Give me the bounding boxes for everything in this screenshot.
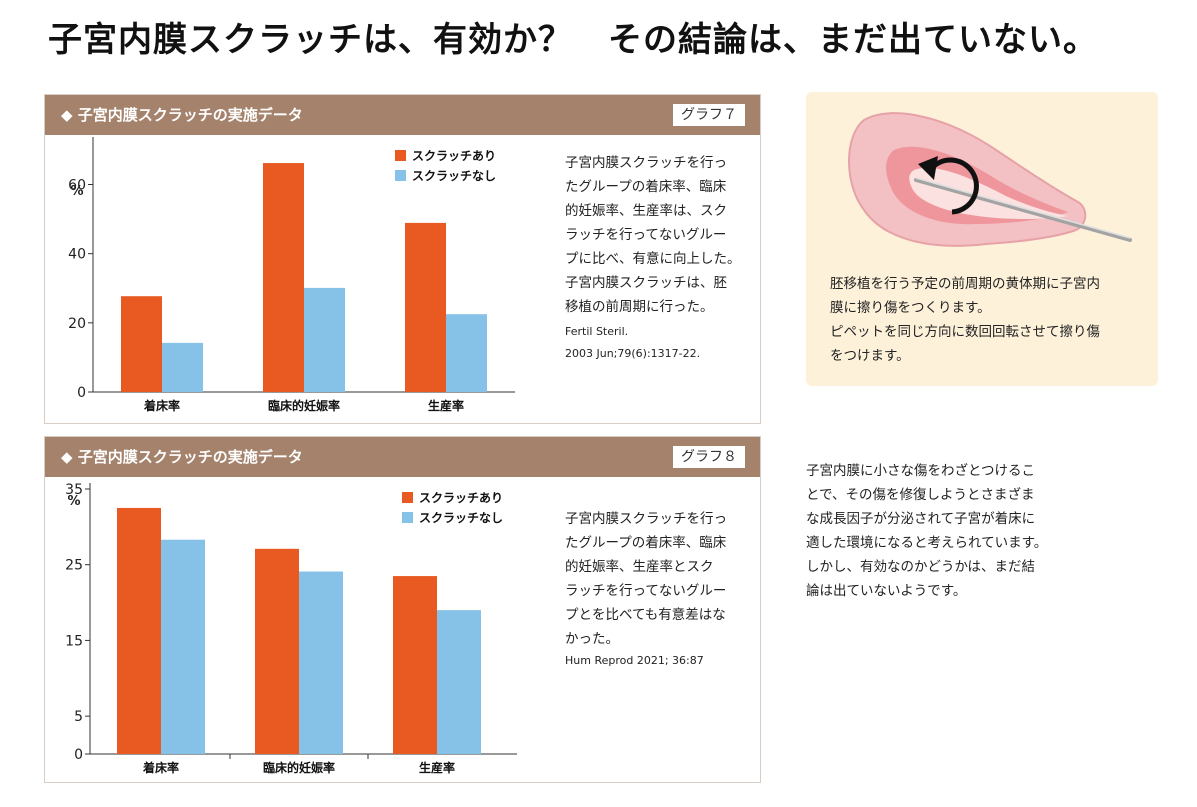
caption-line: 胚移植を行う予定の前周期の黄体期に子宮内 xyxy=(830,276,1100,292)
chart-panel-graph7: 0 20 40 60% 着床率 臨床的妊娠率 生産率 スクラッチあり スクラッチなし ◆ 子宮内… xyxy=(44,94,761,424)
bar-without-scratch xyxy=(446,314,487,392)
description-line: プとを比べても有意差はな xyxy=(565,607,726,623)
citation-line: Hum Reprod 2021; 36:87 xyxy=(565,654,704,667)
description-line: プに比べ、有意に向上した。 xyxy=(565,251,741,267)
chart-panel-graph8: 0 5 15 25 35% 着床率 臨床的妊娠率 生産率 スクラッチあり スクラッチなし ◆ 子宮… xyxy=(44,436,761,783)
legend-label: スクラッチなし xyxy=(412,169,496,183)
description-line: 移植の前周期に行った。 xyxy=(565,299,714,315)
side-note: 子宮内膜に小さな傷をわざとつけるこ とで、その傷を修復しようとさまざま な成長因… xyxy=(806,459,1076,603)
x-category-label: 臨床的妊娠率 xyxy=(268,398,340,413)
chart-description: 子宮内膜スクラッチを行っ たグループの着床率、臨床 的妊娠率、生産率は、スク ラ… xyxy=(565,151,750,319)
y-tick-label: 25 xyxy=(65,558,83,574)
side-note-line: 子宮内膜に小さな傷をわざとつけるこ xyxy=(806,463,1035,479)
chart-description: 子宮内膜スクラッチを行っ たグループの着床率、臨床 的妊娠率、生産率とスク ラッ… xyxy=(565,507,750,651)
y-tick-label: 0 xyxy=(77,385,86,401)
legend-label: スクラッチなし xyxy=(419,511,503,525)
legend-swatch xyxy=(402,492,413,503)
x-category-label: 臨床的妊娠率 xyxy=(263,760,335,775)
bar-without-scratch xyxy=(437,610,481,754)
side-note-line: な成長因子が分泌されて子宮が着床に xyxy=(806,511,1036,527)
bar-with-scratch xyxy=(405,222,446,392)
x-category-label: 生産率 xyxy=(419,760,455,775)
bar-without-scratch xyxy=(299,571,343,754)
x-category-label: 着床率 xyxy=(142,760,179,775)
graph-number-tag: グラフ７ xyxy=(673,104,745,126)
pipette-highlight xyxy=(915,177,1131,239)
y-tick-label: 60 xyxy=(68,178,86,194)
bar-with-scratch xyxy=(263,163,304,392)
citation: Fertil Steril. 2003 Jun;79(6):1317-22. xyxy=(565,323,700,363)
legend-swatch xyxy=(395,150,406,161)
legend-swatch xyxy=(402,512,413,523)
bar-with-scratch xyxy=(121,296,162,392)
description-line: 子宮内膜スクラッチを行っ xyxy=(565,511,727,527)
y-tick-label: 5 xyxy=(74,709,83,725)
citation-line: 2003 Jun;79(6):1317-22. xyxy=(565,347,701,360)
description-line: たグループの着床率、臨床 xyxy=(565,179,727,195)
citation-line: Fertil Steril. xyxy=(565,325,629,338)
side-note-line: 論は出ていないようです。 xyxy=(806,583,967,599)
x-category-label: 着床率 xyxy=(143,398,180,413)
y-tick-label: 20 xyxy=(68,316,86,332)
citation: Hum Reprod 2021; 36:87 xyxy=(565,652,704,670)
side-note-line: 適した環境になると考えられています。 xyxy=(806,535,1048,551)
caption-line: ピペットを同じ方向に数回回転させて擦り傷 xyxy=(830,324,1100,340)
description-line: 子宮内膜スクラッチを行っ xyxy=(565,155,727,171)
caption-line: をつけます。 xyxy=(830,348,910,364)
bar-with-scratch xyxy=(255,548,299,754)
y-tick-label: 0 xyxy=(74,747,83,763)
y-tick-label: 40 xyxy=(68,247,86,263)
y-tick-label: 15 xyxy=(65,633,83,649)
description-line: たグループの着床率、臨床 xyxy=(565,535,727,551)
description-line: 的妊娠率、生産率とスク xyxy=(565,559,714,575)
uterus-cavity xyxy=(909,167,1068,219)
bar-without-scratch xyxy=(161,539,205,754)
description-line: ラッチを行ってないグルー xyxy=(565,227,727,243)
description-line: 的妊娠率、生産率は、スク xyxy=(565,203,727,219)
panel-title: ◆ 子宮内膜スクラッチの実施データ xyxy=(61,106,303,124)
arrowhead-icon xyxy=(918,156,938,180)
page-headline: 子宮内膜スクラッチは、有効か？ その結論は、まだ出ていない。 xyxy=(48,20,1098,60)
scratch-illustration-box: 胚移植を行う予定の前周期の黄体期に子宮内 膜に擦り傷をつくります。 ピペットを同… xyxy=(806,92,1158,386)
side-note-line: しかし、有効なのかどうかは、まだ結 xyxy=(806,559,1035,575)
description-line: 子宮内膜スクラッチは、胚 xyxy=(565,275,727,291)
bar-without-scratch xyxy=(162,342,203,392)
description-line: ラッチを行ってないグルー xyxy=(565,583,727,599)
legend-label: スクラッチあり xyxy=(412,149,496,163)
bar-with-scratch xyxy=(393,576,437,754)
side-note-line: とで、その傷を修復しようとさまざま xyxy=(806,487,1035,503)
description-line: かった。 xyxy=(565,631,619,647)
rotation-arrow-icon xyxy=(928,157,979,215)
bar-without-scratch xyxy=(304,287,345,392)
panel-title: ◆ 子宮内膜スクラッチの実施データ xyxy=(61,448,303,466)
illustration-caption: 胚移植を行う予定の前周期の黄体期に子宮内 膜に擦り傷をつくります。 ピペットを同… xyxy=(830,272,1140,368)
uterus-scratch-illustration xyxy=(848,112,1132,247)
y-axis-unit-label: % xyxy=(67,494,80,509)
graph-number-tag: グラフ８ xyxy=(673,446,745,468)
pipette-line xyxy=(914,178,1132,242)
panel-header: ◆ 子宮内膜スクラッチの実施データ グラフ８ xyxy=(45,437,760,477)
x-category-label: 生産率 xyxy=(428,398,464,413)
y-tick-label: 35 xyxy=(65,482,83,498)
caption-line: 膜に擦り傷をつくります。 xyxy=(830,300,991,316)
y-axis-unit-label: % xyxy=(70,184,83,199)
panel-header: ◆ 子宮内膜スクラッチの実施データ グラフ７ xyxy=(45,95,760,135)
legend-swatch xyxy=(395,170,406,181)
legend-label: スクラッチあり xyxy=(419,491,503,505)
bar-with-scratch xyxy=(117,507,161,754)
